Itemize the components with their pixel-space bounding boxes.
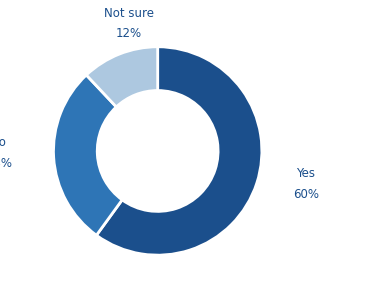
Text: No: No (0, 136, 7, 149)
Text: 28%: 28% (0, 157, 12, 170)
Wedge shape (96, 47, 262, 255)
Text: Yes: Yes (296, 167, 315, 180)
Text: 12%: 12% (115, 27, 142, 40)
Wedge shape (53, 75, 122, 235)
Text: 60%: 60% (293, 188, 319, 201)
Wedge shape (86, 47, 158, 107)
Text: Not sure: Not sure (104, 7, 154, 20)
